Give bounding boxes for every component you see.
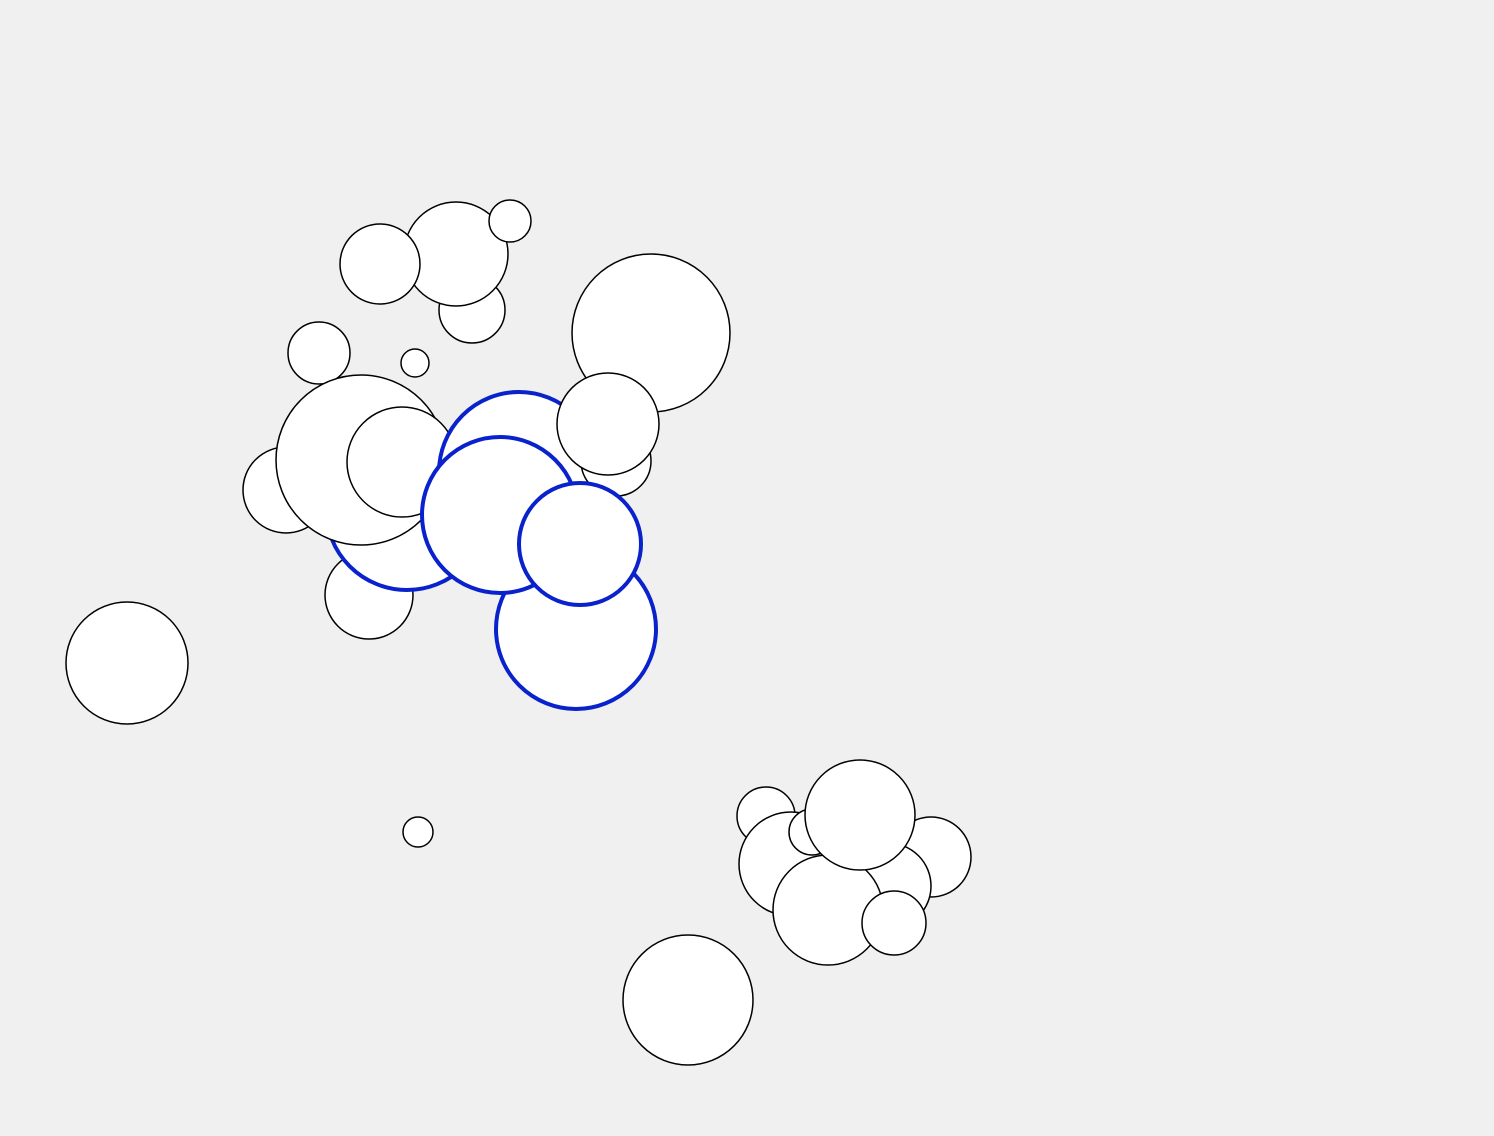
circle[interactable] <box>65 601 189 725</box>
selected-circle[interactable] <box>517 481 643 607</box>
circle[interactable] <box>622 934 754 1066</box>
circle[interactable] <box>488 199 532 243</box>
circle[interactable] <box>861 890 927 956</box>
circle[interactable] <box>402 816 434 848</box>
circle[interactable] <box>287 321 351 385</box>
circle[interactable] <box>804 759 916 871</box>
circle[interactable] <box>400 348 430 378</box>
circle[interactable] <box>339 223 421 305</box>
circle[interactable] <box>556 372 660 476</box>
